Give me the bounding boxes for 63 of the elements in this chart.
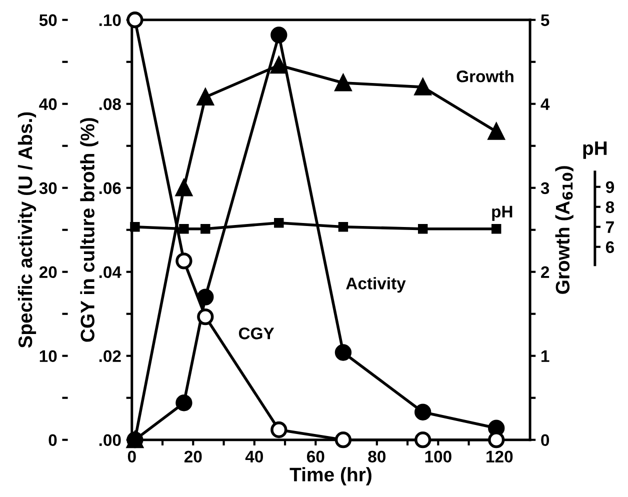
y-tick-label: 10 [40,350,57,362]
point [488,123,505,140]
y2-tick-label: .00 [99,434,121,446]
point [197,308,214,326]
point [197,88,214,106]
point [270,56,288,74]
y-tick-label: 1 [542,350,550,362]
y2-tick-label: 9 [606,181,614,194]
series-label: CGY [238,328,274,340]
y-tick-label: 0 [48,434,57,446]
point [270,421,288,438]
point [197,288,214,306]
y2-axis-title: CGY in culture broth (%) [80,118,98,342]
point [338,222,348,232]
point [126,12,144,28]
point [200,224,210,234]
point [176,180,192,196]
point [179,224,189,234]
x-tick-label: 60 [306,450,324,463]
point [126,432,144,448]
x-tick-label: 20 [184,450,202,463]
y2-tick-label: .10 [99,14,121,26]
series-label: Growth [456,70,514,82]
y-tick-label: 5 [540,14,550,26]
point [274,218,284,228]
y2-tick-label: 8 [606,201,614,214]
point [414,78,432,96]
y2-tick-label: 7 [606,221,614,233]
y-tick-label: 0 [541,434,550,446]
point [334,74,352,92]
x-tick-label: 80 [368,450,386,463]
y-tick-label: 50 [39,14,57,26]
point [176,252,192,270]
y-axis-title: Specific activity (U / Abs.) [18,112,36,348]
point [334,432,352,448]
point [130,222,140,232]
series-label: pH [492,206,512,221]
y-axis-title: Growth (A$_{610}$) [555,166,574,294]
y2-tick-label: .04 [99,266,122,278]
y-tick-label: 3 [540,182,550,194]
point [270,26,288,44]
y2-tick-label: .08 [99,98,121,110]
y-tick-label: 4 [540,98,550,110]
y2-tick-label: .06 [99,182,121,194]
point [491,224,502,234]
x-tick-label: 40 [245,450,263,463]
y-tick-label: 2 [541,266,550,278]
x-tick-label: 100 [425,450,452,463]
y2-tick-label: 6 [606,241,614,254]
x-tick-label: 120 [486,450,513,463]
x-tick-label: 0 [128,450,136,463]
point [414,432,432,448]
x-axis-title: Time (hr) [290,467,372,486]
point [414,404,432,420]
y-tick-label: 30 [39,182,57,194]
y2-axis-title: pH [583,141,607,159]
point [418,224,428,234]
point [334,344,352,361]
point [176,394,192,412]
y2-tick-label: .02 [99,350,121,362]
series-label: Activity [346,277,406,293]
y-tick-label: 20 [39,266,57,278]
y-tick-label: 40 [39,98,57,110]
